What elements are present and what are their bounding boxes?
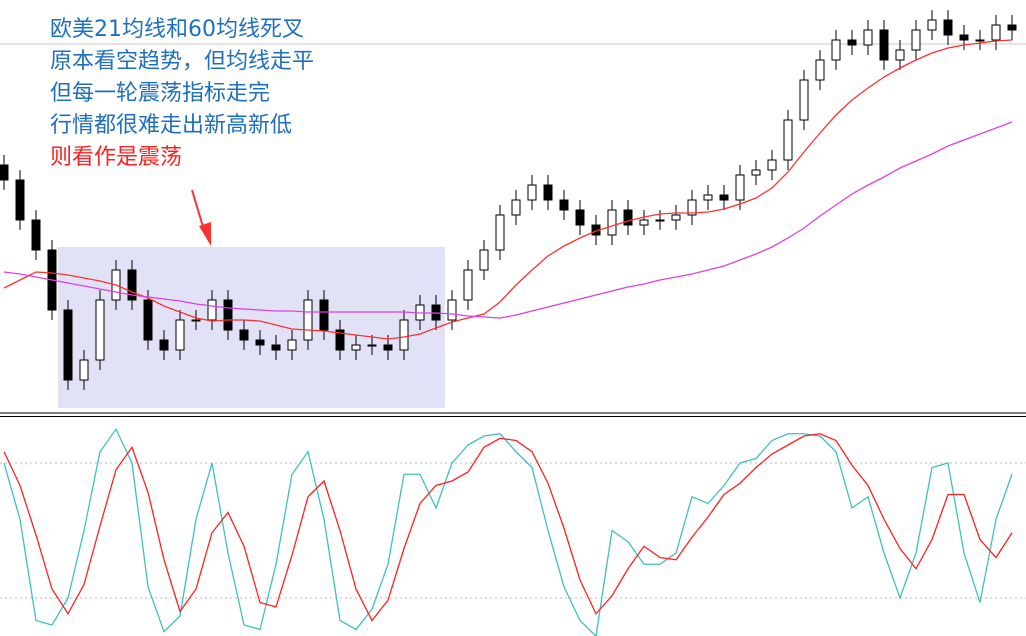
candle-body [495,214,505,251]
candle-body [879,29,889,61]
candle-body [143,299,153,341]
candle-body [655,219,665,222]
candle-body [703,194,713,201]
candle-body [303,299,313,341]
candle-body [943,19,953,36]
candle-body [863,29,873,46]
candle-body [223,299,233,331]
candle-body [1007,24,1017,31]
candle-body [783,119,793,161]
candle-body [815,59,825,81]
candle-body [271,344,281,351]
candle-body [639,219,649,226]
candle-body [447,299,457,321]
candle-body [399,319,409,351]
candle-body [383,344,393,351]
candle-body [799,79,809,121]
candle-body [671,214,681,221]
candle-body [255,339,265,346]
candle-body [0,164,9,181]
candle-body [687,199,697,216]
candle-body [895,49,905,61]
candle-body [191,319,201,322]
annotation-text: 欧美21均线和60均线死叉 [50,17,304,42]
candle-body [479,249,489,271]
annotation-text: 但每一轮震荡指标走完 [50,81,270,106]
candle-body [367,344,377,347]
candle-body [175,319,185,351]
candle-body [991,24,1001,41]
candle-body [927,19,937,31]
moving-average-line [3,121,1013,319]
candle-body [975,39,985,42]
annotation-arrow [191,189,211,246]
candle-body [959,34,969,41]
candle-body [15,179,25,221]
candle-body [831,39,841,61]
candle-body [159,339,169,351]
candle-body [463,269,473,301]
oscillator-line [3,427,1013,636]
candle-body [95,299,105,361]
candle-body [63,309,73,381]
candle-body [79,359,89,381]
range-highlight [58,247,445,408]
candle-body [335,329,345,351]
annotation-text: 行情都很难走出新高新低 [50,113,292,138]
candle-body [287,339,297,351]
candle-body [207,299,217,321]
candle-body [623,209,633,226]
candle-body [735,174,745,201]
candle-body [527,184,537,201]
candle-body [127,269,137,301]
annotation-text: 原本看空趋势，但均线走平 [50,49,314,74]
candle-body [767,159,777,171]
annotation-text: 则看作是震荡 [50,145,182,170]
candle-body [543,184,553,201]
candle-body [575,209,585,226]
candle-body [607,209,617,236]
candle-body [351,344,361,351]
candle-body [751,169,761,176]
candle-body [911,29,921,51]
candle-body [31,219,41,251]
candle-body [719,194,729,201]
candle-body [239,329,249,341]
candle-body [847,39,857,46]
candle-body [319,299,329,331]
candle-body [511,199,521,216]
oscillator-line [3,433,1013,622]
candle-body [559,199,569,211]
moving-average-line [3,39,1013,340]
